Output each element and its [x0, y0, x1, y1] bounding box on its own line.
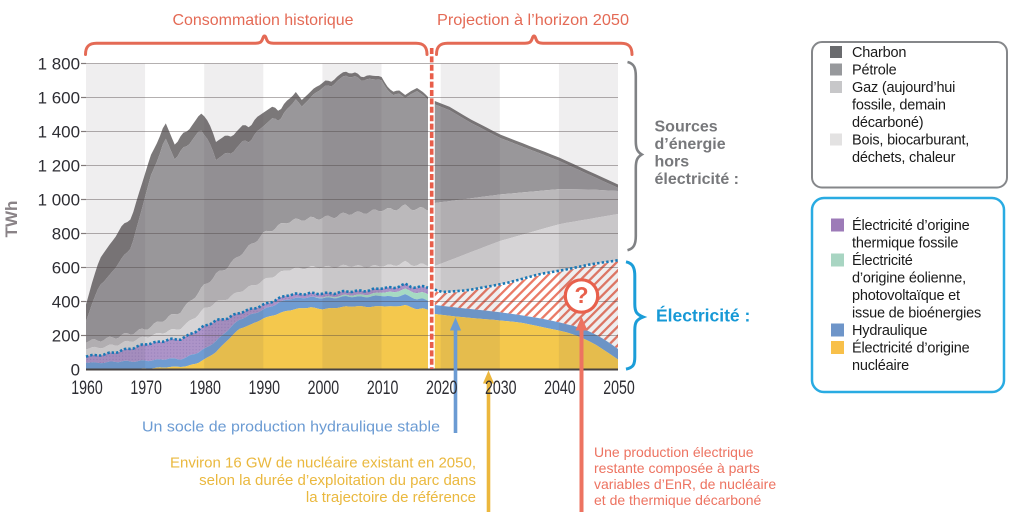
svg-text:Bois, biocarburant,: Bois, biocarburant, — [852, 133, 969, 149]
svg-text:400: 400 — [52, 293, 80, 312]
svg-text:Consommation historique: Consommation historique — [173, 12, 354, 29]
svg-text:déchets, chaleur: déchets, chaleur — [852, 150, 956, 166]
svg-text:2050: 2050 — [603, 377, 635, 399]
svg-text:Projection à l’horizon 2050: Projection à l’horizon 2050 — [437, 12, 629, 29]
svg-text:Charbon: Charbon — [852, 45, 906, 61]
svg-text:1970: 1970 — [130, 377, 162, 399]
svg-text:fossile, demain: fossile, demain — [852, 98, 946, 114]
svg-text:1980: 1980 — [189, 377, 221, 399]
svg-text:2040: 2040 — [544, 377, 576, 399]
svg-text:électricité :: électricité : — [655, 171, 739, 188]
svg-text:Électricité: Électricité — [852, 252, 913, 269]
svg-text:Sources: Sources — [655, 119, 718, 136]
svg-text:1 800: 1 800 — [38, 55, 80, 74]
svg-text:hors: hors — [655, 154, 690, 171]
svg-text:Gaz (aujourd’hui: Gaz (aujourd’hui — [852, 80, 955, 96]
svg-text:variables d’EnR, de nucléaire: variables d’EnR, de nucléaire — [594, 476, 776, 492]
svg-text:d’énergie: d’énergie — [655, 136, 726, 153]
svg-text:Électricité d’origine: Électricité d’origine — [852, 217, 970, 234]
svg-text:0: 0 — [71, 361, 80, 380]
svg-text:2010: 2010 — [367, 377, 399, 399]
svg-text:800: 800 — [52, 225, 80, 244]
svg-text:1990: 1990 — [249, 377, 281, 399]
svg-text:Électricité d’origine: Électricité d’origine — [852, 340, 970, 357]
svg-text:décarboné): décarboné) — [852, 115, 923, 131]
svg-text:1 000: 1 000 — [38, 191, 80, 210]
svg-text:Pétrole: Pétrole — [852, 63, 897, 79]
svg-text:nucléaire: nucléaire — [852, 358, 909, 374]
svg-text:thermique fossile: thermique fossile — [852, 236, 958, 252]
svg-text:?: ? — [574, 282, 588, 308]
svg-text:Environ 16 GW de nucléaire exi: Environ 16 GW de nucléaire existant en 2… — [170, 455, 476, 472]
svg-text:600: 600 — [52, 259, 80, 278]
svg-text:Un socle de production hydraul: Un socle de production hydraulique stabl… — [142, 419, 440, 436]
svg-text:Une production électrique: Une production électrique — [594, 444, 754, 460]
svg-text:1960: 1960 — [71, 377, 103, 399]
svg-text:1 200: 1 200 — [38, 157, 80, 176]
svg-text:selon la durée d’exploitation: selon la durée d’exploitation du parc da… — [199, 472, 476, 489]
svg-text:1 600: 1 600 — [38, 89, 80, 108]
svg-text:restante composée à parts: restante composée à parts — [594, 460, 760, 476]
svg-text:TWh: TWh — [2, 201, 21, 238]
svg-text:200: 200 — [52, 327, 80, 346]
svg-text:d’origine éolienne,: d’origine éolienne, — [852, 271, 966, 287]
svg-text:photovoltaïque et: photovoltaïque et — [852, 288, 960, 304]
svg-text:Hydraulique: Hydraulique — [852, 323, 927, 339]
svg-text:Électricité :: Électricité : — [656, 305, 750, 326]
svg-text:2030: 2030 — [485, 377, 517, 399]
svg-text:la trajectoire de référence: la trajectoire de référence — [306, 489, 476, 506]
svg-text:2000: 2000 — [308, 377, 340, 399]
svg-text:issue de bioénergies: issue de bioénergies — [852, 306, 981, 322]
svg-text:1 400: 1 400 — [38, 123, 80, 142]
svg-text:2020: 2020 — [426, 377, 458, 399]
svg-text:et de thermique décarboné: et de thermique décarboné — [594, 492, 762, 508]
